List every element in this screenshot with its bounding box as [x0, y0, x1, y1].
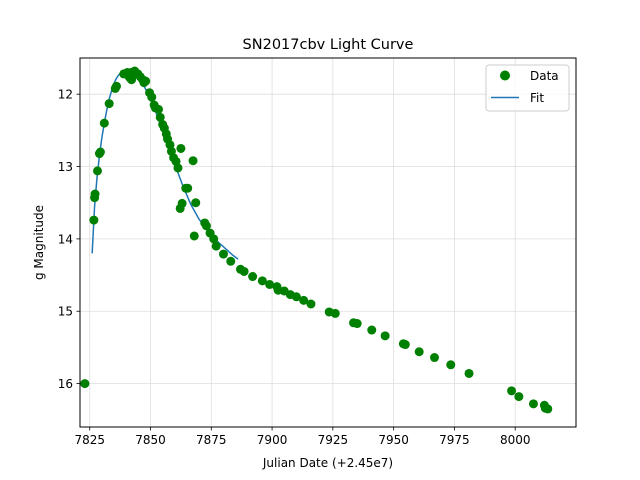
data-point	[330, 308, 340, 318]
data-series	[80, 66, 553, 414]
data-point	[367, 325, 377, 335]
data-point	[147, 92, 157, 102]
data-point	[414, 347, 424, 357]
legend: Data Fit	[485, 64, 570, 112]
data-point	[80, 379, 90, 389]
x-tick-label: 7950	[378, 433, 409, 447]
data-point	[154, 104, 164, 114]
data-point	[543, 404, 553, 414]
data-point	[211, 241, 221, 251]
data-point	[191, 198, 201, 208]
data-point	[89, 215, 99, 225]
y-axis: 12 13 14 15 16	[58, 88, 80, 391]
data-point	[90, 189, 100, 199]
data-point	[141, 76, 151, 86]
data-point	[507, 386, 517, 396]
data-point	[248, 272, 258, 282]
data-point	[299, 295, 309, 305]
data-point	[218, 249, 228, 259]
data-point	[265, 279, 275, 289]
x-tick-label: 7925	[318, 433, 349, 447]
data-point	[306, 299, 316, 309]
x-tick-label: 7825	[74, 433, 105, 447]
legend-fit-label: Fit	[530, 91, 544, 105]
x-tick-label: 7850	[135, 433, 166, 447]
plot-frame	[79, 57, 577, 428]
x-tick-label: 7975	[439, 433, 470, 447]
data-point	[226, 256, 236, 266]
data-point	[111, 81, 121, 91]
data-point	[239, 266, 249, 276]
data-point	[257, 276, 267, 286]
y-tick-label: 15	[58, 305, 73, 319]
x-tick-label: 7875	[196, 433, 227, 447]
data-point	[380, 331, 390, 341]
y-tick-label: 16	[58, 377, 73, 391]
data-point	[514, 392, 524, 402]
data-point	[183, 183, 193, 193]
data-point	[291, 292, 301, 302]
legend-data-marker	[500, 70, 510, 81]
y-tick-label: 13	[58, 160, 73, 174]
data-point	[201, 221, 211, 231]
data-point	[155, 112, 165, 122]
data-point	[95, 147, 105, 157]
y-axis-label: g Magnitude	[32, 205, 46, 280]
data-point	[209, 234, 219, 244]
y-tick-label: 14	[58, 232, 73, 246]
data-point	[173, 163, 183, 173]
x-axis: 7825 7850 7875 7900 7925 7950 7975 8000	[74, 427, 530, 447]
data-point	[464, 368, 474, 378]
data-point	[99, 118, 109, 128]
data-point	[188, 156, 198, 166]
x-tick-label: 7900	[257, 433, 288, 447]
data-point	[177, 198, 187, 208]
data-point	[446, 360, 456, 370]
data-point	[528, 399, 538, 409]
y-tick-label: 12	[58, 88, 73, 102]
legend-data-label: Data	[530, 69, 559, 83]
data-point	[400, 340, 410, 350]
data-point	[93, 166, 103, 176]
data-point	[189, 231, 199, 241]
chart-title: SN2017cbv Light Curve	[243, 37, 414, 53]
data-point	[176, 143, 186, 153]
x-tick-label: 8000	[500, 433, 531, 447]
data-point	[104, 99, 114, 109]
data-point	[352, 319, 362, 329]
x-axis-label: Julian Date (+2.45e7)	[262, 456, 393, 470]
data-point	[429, 353, 439, 363]
